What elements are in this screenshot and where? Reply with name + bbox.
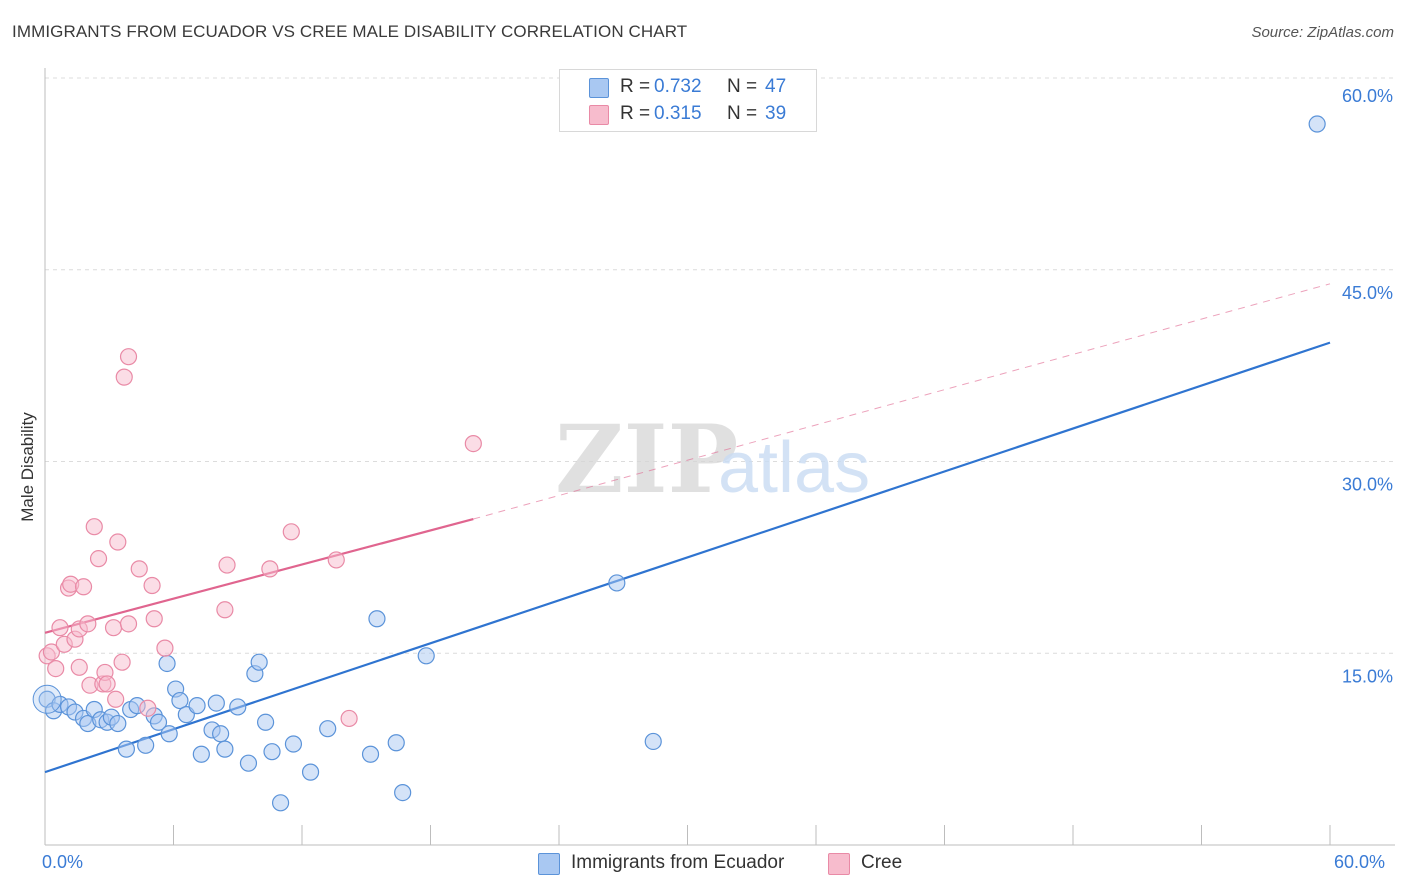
cree-point — [216, 601, 234, 619]
ecuador-point — [207, 694, 225, 712]
r-value: 0.315 — [654, 103, 702, 124]
ecuador-point — [394, 783, 412, 802]
ecuador-point — [284, 735, 303, 753]
ecuador-point — [229, 698, 247, 716]
y-axis-label-text: Male Disability — [18, 412, 37, 522]
ecuador-point — [32, 684, 62, 714]
cree-swatch-icon — [589, 105, 609, 125]
y-tick-label: 60.0% — [1342, 86, 1393, 106]
cree-point — [47, 659, 65, 678]
cree-point — [70, 658, 88, 676]
y-tick-label: 30.0% — [1342, 475, 1393, 495]
legend-row-ecuador: R = 0.732 N = 47 — [560, 74, 816, 101]
legend-item-ecuador: Immigrants from Ecuador — [571, 852, 785, 873]
ecuador-point — [109, 714, 127, 733]
cree-point — [139, 699, 157, 717]
ecuador-point — [137, 736, 155, 754]
legend-item-cree: Cree — [861, 852, 903, 873]
ecuador-point — [192, 745, 210, 763]
cree-point — [340, 709, 358, 728]
cree-trend-line — [44, 517, 474, 634]
ecuador-point — [117, 740, 135, 758]
ecuador-point — [271, 794, 290, 812]
cree-point — [130, 560, 148, 578]
cree-point — [327, 551, 345, 569]
y-axis-label: Male Disability — [16, 412, 40, 522]
ecuador-point — [171, 691, 189, 710]
ecuador-point — [239, 754, 258, 772]
cree-point — [104, 619, 123, 637]
ecuador-point — [301, 763, 320, 781]
ecuador-point — [644, 732, 662, 751]
cree-point — [79, 615, 97, 633]
ecuador-point — [188, 697, 206, 715]
cree-point — [98, 675, 116, 693]
cree-point — [464, 435, 482, 453]
y-tick-label: 45.0% — [1342, 283, 1393, 303]
cree-point — [145, 610, 163, 628]
chart-title: IMMIGRANTS FROM ECUADOR VS CREE MALE DIS… — [12, 22, 688, 41]
cree-point — [42, 643, 61, 661]
cree-point — [115, 368, 133, 386]
ecuador-point — [387, 734, 405, 752]
cree-trend-extension — [473, 283, 1331, 520]
ecuador-point — [263, 743, 281, 761]
cree-point — [85, 518, 103, 536]
ecuador-swatch-icon — [589, 78, 609, 98]
n-label: N = — [727, 76, 758, 97]
ecuador-point — [1308, 115, 1326, 133]
ecuador-point — [160, 725, 178, 743]
cree-point — [261, 560, 279, 578]
cree-point — [282, 523, 300, 541]
ecuador-trend-line — [44, 341, 1331, 774]
ecuador-point — [250, 653, 268, 671]
cree-legend-swatch-icon — [828, 853, 850, 875]
cree-point — [51, 619, 69, 637]
watermark-zip: ZIP — [555, 405, 738, 515]
ecuador-point — [149, 713, 168, 731]
ecuador-point — [368, 610, 386, 628]
r-label: R = — [620, 76, 651, 97]
cree-point — [119, 615, 138, 633]
n-value: 47 — [765, 76, 787, 97]
n-value: 39 — [765, 103, 787, 124]
cree-point — [107, 690, 125, 708]
ecuador-point — [361, 745, 380, 763]
ecuador-point — [256, 713, 275, 731]
x-tick-label-max: 60.0% — [1334, 852, 1386, 872]
r-value: 0.732 — [654, 76, 702, 97]
watermark-atlas: atlas — [718, 428, 870, 508]
cree-point — [113, 653, 131, 671]
ecuador-point — [319, 720, 337, 738]
ecuador-point — [158, 654, 176, 673]
cree-point — [89, 550, 108, 568]
cree-point — [143, 576, 161, 595]
x-tick-label-min: 0.0% — [42, 852, 84, 872]
ecuador-point — [216, 740, 234, 758]
cree-point — [119, 348, 138, 366]
ecuador-point — [212, 725, 230, 743]
correlation-legend: R = 0.732 N = 47 R = 0.315 N = 39 — [559, 69, 817, 132]
cree-point — [74, 578, 93, 596]
ecuador-point — [608, 574, 626, 592]
cree-point — [109, 533, 127, 551]
n-label: N = — [727, 103, 758, 124]
y-tick-label: 15.0% — [1342, 666, 1393, 686]
legend-row-cree: R = 0.315 N = 39 — [560, 101, 816, 128]
cree-point — [218, 556, 236, 574]
ecuador-point — [417, 647, 435, 665]
ecuador-legend-swatch-icon — [538, 853, 560, 875]
source-label: Source: ZipAtlas.com — [1251, 24, 1394, 41]
r-label: R = — [620, 103, 651, 124]
cree-point — [156, 639, 174, 657]
